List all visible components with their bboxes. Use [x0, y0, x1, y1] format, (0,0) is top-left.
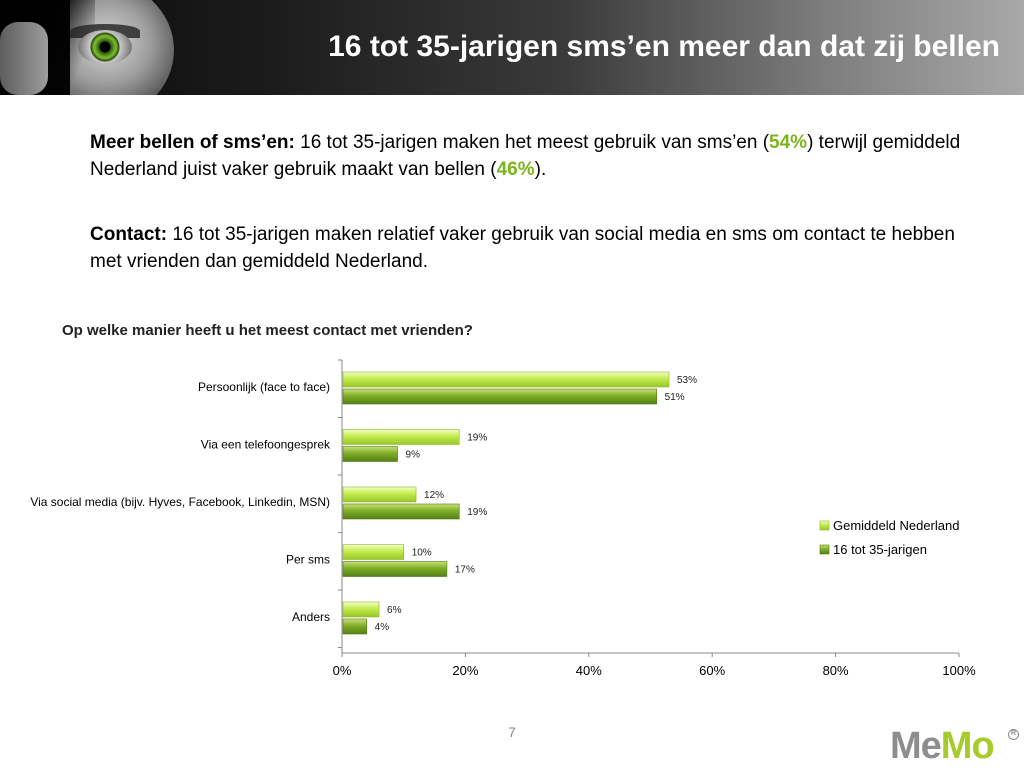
data-label: 19% [467, 507, 487, 518]
data-label: 51% [665, 392, 685, 403]
paragraph-text: 16 tot 35-jarigen maken het meest gebrui… [294, 132, 770, 153]
registered-mark-icon: R [1008, 729, 1019, 740]
bar-gemiddeld [342, 371, 670, 388]
chart-title: Op welke manier heeft u het meest contac… [62, 322, 473, 339]
green-eye-image [78, 30, 132, 64]
legend-swatch [819, 520, 830, 531]
bar-gemiddeld [342, 601, 380, 618]
category-label: Anders [292, 610, 330, 624]
data-label: 17% [455, 565, 475, 576]
category-label: Per sms [286, 553, 330, 567]
paragraph-text: ) terwijl gemiddeld Nederland juist vake… [90, 132, 961, 180]
highlight-percentage: 54% [769, 132, 808, 153]
bar-jongeren [342, 618, 367, 635]
legend-label: 16 tot 35-jarigen [833, 542, 927, 557]
bar-chart: Persoonlijk (face to face) 53% 51% Via een … [30, 359, 976, 678]
x-tick-label: 80% [823, 663, 849, 678]
paragraph-lead: Contact: [90, 224, 168, 245]
category-label: Persoonlijk (face to face) [198, 380, 330, 394]
paragraph-text: ). [534, 159, 547, 180]
category-label: Via een telefoongesprek [201, 438, 331, 452]
paragraph-contact: Contact: 16 tot 35-jarigen maken relatie… [90, 221, 970, 275]
logo-me: Me [890, 725, 942, 767]
page-number: 7 [508, 724, 516, 740]
legend-swatch [819, 544, 830, 555]
bar-gemiddeld [342, 544, 405, 560]
memo-logo: MeMo [890, 725, 995, 767]
x-tick-label: 40% [576, 663, 602, 678]
bar-jongeren [342, 388, 657, 405]
header-banner: 16 tot 35-jarigen sms’en meer dan dat zi… [0, 0, 1024, 95]
bar-jongeren [342, 561, 448, 577]
hand-image [0, 22, 48, 95]
x-tick-label: 20% [452, 663, 478, 678]
data-label: 12% [424, 490, 444, 501]
data-label: 6% [387, 605, 402, 616]
paragraph-bellen-sms: Meer bellen of sms’en: 16 tot 35-jarigen… [90, 129, 970, 183]
x-tick-label: 60% [699, 663, 725, 678]
bar-jongeren [342, 503, 460, 520]
data-label: 4% [375, 622, 390, 633]
legend-label: Gemiddeld Nederland [833, 518, 959, 533]
data-label: 10% [412, 548, 432, 559]
paragraph-text: 16 tot 35-jarigen maken relatief vaker g… [90, 224, 955, 272]
highlight-percentage: 46% [496, 159, 535, 180]
x-tick-label: 100% [942, 663, 976, 678]
data-label: 9% [406, 450, 421, 461]
category-label: Via social media (bijv. Hyves, Facebook,… [30, 495, 330, 509]
logo-mo: Mo [940, 725, 995, 767]
bar-gemiddeld [342, 486, 417, 503]
header-photo [0, 0, 190, 95]
data-label: 19% [467, 433, 487, 444]
bar-jongeren [342, 446, 398, 462]
data-label: 53% [677, 375, 697, 386]
paragraph-lead: Meer bellen of sms’en: [90, 132, 295, 153]
bar-gemiddeld [342, 429, 460, 445]
slide-title: 16 tot 35-jarigen sms’en meer dan dat zi… [328, 30, 1000, 63]
x-tick-label: 0% [333, 663, 352, 678]
